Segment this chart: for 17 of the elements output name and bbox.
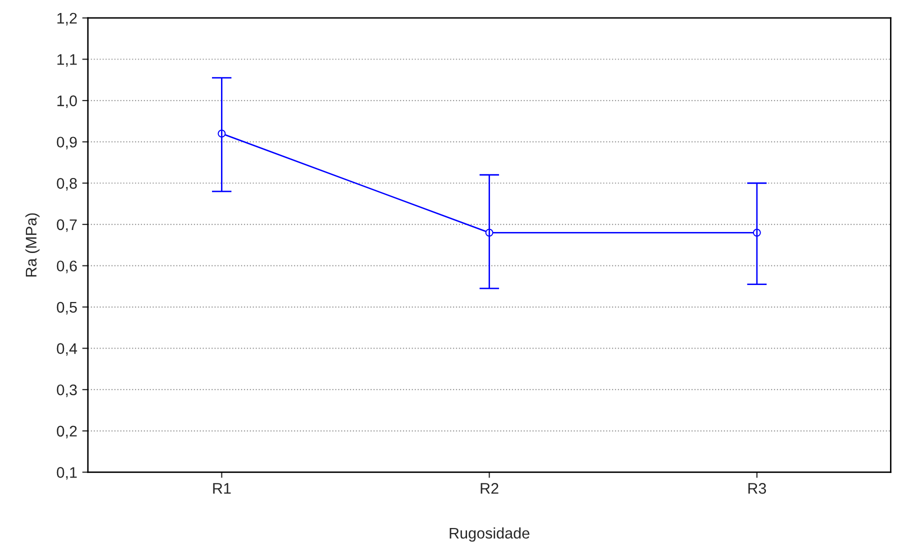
- x-axis-title: Rugosidade: [450, 527, 530, 542]
- y-tick-label: 0,8: [56, 178, 77, 191]
- y-tick-label: 1,2: [57, 12, 77, 26]
- y-tick-label: 0,6: [56, 260, 77, 274]
- y-tick-label: 0,1: [56, 467, 77, 480]
- y-tick-label: 0,3: [56, 384, 77, 398]
- y-tick-label: 0,5: [56, 302, 77, 315]
- y-tick-label: 1,1: [57, 54, 77, 67]
- y-tick-label: 0,9: [56, 136, 77, 150]
- y-tick-label: 1,0: [57, 95, 77, 108]
- y-tick-label: 0,2: [56, 426, 77, 438]
- y-tick-label: 0,4: [56, 343, 78, 356]
- x-tick-label: R2: [480, 483, 498, 494]
- x-tick-label: R1: [213, 483, 231, 494]
- x-tick-label: R3: [748, 483, 766, 494]
- y-tick-label: 0,7: [56, 219, 77, 232]
- y-axis-title: Ra (MPa): [25, 213, 40, 276]
